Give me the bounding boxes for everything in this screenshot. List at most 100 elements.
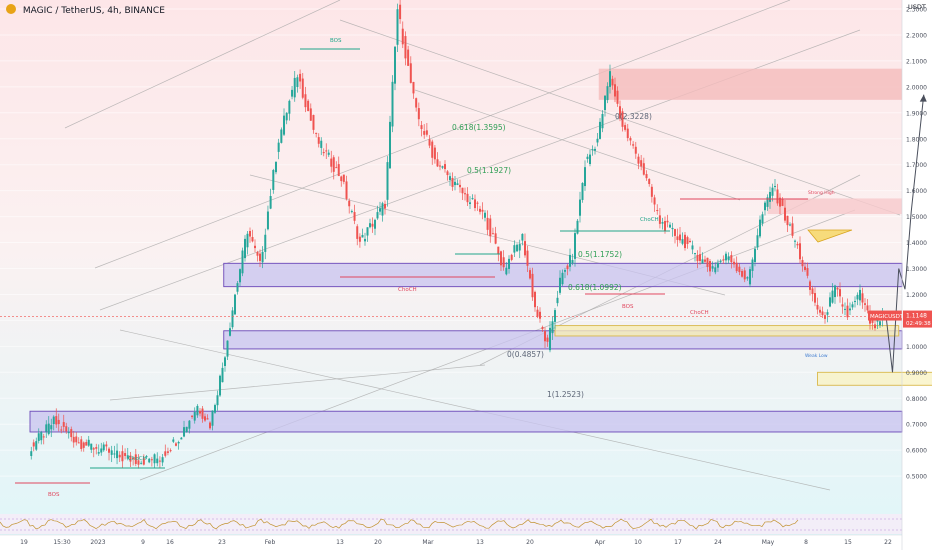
candle-body bbox=[330, 159, 332, 167]
candle-body bbox=[799, 243, 801, 259]
candle-body bbox=[374, 220, 376, 229]
candle-body bbox=[804, 267, 806, 270]
candle-body bbox=[602, 114, 604, 128]
candle-body bbox=[302, 79, 304, 98]
oscillator-pane bbox=[0, 514, 902, 534]
zone-yellow-band[interactable] bbox=[555, 326, 899, 336]
candle-body bbox=[252, 237, 254, 241]
candle-body bbox=[113, 453, 115, 454]
candle-body bbox=[304, 94, 306, 107]
price-tick-label: 1.8000 bbox=[906, 136, 927, 143]
candle-body bbox=[495, 233, 497, 243]
candle-body bbox=[447, 171, 449, 175]
candle-body bbox=[237, 283, 239, 292]
candle-body bbox=[392, 82, 394, 127]
candle-body bbox=[83, 442, 85, 447]
candle-body bbox=[794, 241, 796, 242]
candle-body bbox=[757, 235, 759, 247]
candle-body bbox=[640, 160, 642, 166]
candle-body bbox=[582, 183, 584, 200]
chart-annotation: ChoCH bbox=[690, 310, 709, 316]
candle-body bbox=[280, 130, 282, 143]
candle-body bbox=[714, 267, 716, 272]
candle-body bbox=[684, 235, 686, 248]
candle-body bbox=[859, 290, 861, 300]
candle-body bbox=[296, 77, 298, 87]
candle-body bbox=[343, 175, 345, 182]
candle-body bbox=[402, 29, 404, 45]
time-tick-label: 15:30 bbox=[53, 539, 70, 546]
candle-body bbox=[103, 445, 105, 451]
candle-body bbox=[769, 192, 771, 202]
candle-body bbox=[819, 310, 821, 313]
candle-body bbox=[472, 198, 474, 199]
candle-body bbox=[508, 259, 510, 269]
candle-body bbox=[516, 245, 518, 251]
candle-body bbox=[55, 416, 57, 424]
candle-body bbox=[369, 223, 371, 227]
candle-body bbox=[315, 133, 317, 134]
candle-body bbox=[637, 157, 639, 164]
candle-body bbox=[351, 211, 353, 212]
price-tick-label: 1.2000 bbox=[906, 292, 927, 299]
candle-body bbox=[738, 267, 740, 272]
price-tick-label: 1.6000 bbox=[906, 188, 927, 195]
candle-body bbox=[725, 254, 727, 261]
candle-body bbox=[864, 303, 866, 305]
candle-body bbox=[270, 196, 272, 209]
candle-body bbox=[247, 234, 249, 248]
candle-body bbox=[325, 150, 327, 151]
candle-body bbox=[787, 216, 789, 225]
candle-body bbox=[689, 241, 691, 242]
zone-mid-supply[interactable] bbox=[768, 198, 903, 214]
candle-body bbox=[286, 113, 288, 121]
candle-body bbox=[492, 233, 494, 234]
candle-body bbox=[817, 305, 819, 310]
time-tick-label: 8 bbox=[804, 539, 808, 546]
candle-body bbox=[682, 239, 684, 244]
candle-body bbox=[564, 270, 566, 272]
candle-body bbox=[262, 252, 264, 262]
candle-body bbox=[257, 252, 259, 256]
time-tick-label: May bbox=[762, 539, 775, 546]
candle-body bbox=[43, 436, 45, 437]
candle-body bbox=[167, 451, 169, 453]
candle-body bbox=[709, 261, 711, 271]
candle-body bbox=[310, 108, 312, 120]
candle-body bbox=[802, 260, 804, 266]
candle-body bbox=[717, 263, 719, 268]
candle-body bbox=[356, 226, 358, 239]
time-tick-label: 24 bbox=[714, 539, 722, 546]
candle-body bbox=[497, 247, 499, 255]
candle-body bbox=[746, 277, 748, 278]
candle-body bbox=[722, 260, 724, 261]
candle-body bbox=[524, 241, 526, 255]
time-tick-label: 10 bbox=[634, 539, 642, 546]
candle-body bbox=[527, 251, 529, 266]
candle-body bbox=[407, 50, 409, 66]
candle-body bbox=[421, 125, 423, 129]
candle-body bbox=[50, 425, 52, 429]
candle-body bbox=[500, 251, 502, 265]
candle-body bbox=[842, 304, 844, 306]
candle-body bbox=[589, 155, 591, 164]
candle-body bbox=[664, 221, 666, 231]
price-tick-label: 2.1000 bbox=[906, 58, 927, 65]
zone-purple-bottom[interactable] bbox=[30, 411, 902, 432]
candle-body bbox=[38, 433, 40, 441]
candle-body bbox=[844, 309, 846, 310]
candle-body bbox=[191, 416, 193, 417]
zone-upper-supply[interactable] bbox=[599, 69, 902, 100]
candle-body bbox=[464, 193, 466, 194]
candle-body bbox=[789, 224, 791, 225]
candle-body bbox=[259, 254, 261, 261]
candle-body bbox=[521, 234, 523, 241]
candle-body bbox=[116, 451, 118, 458]
candle-body bbox=[549, 328, 551, 350]
candle-body bbox=[312, 115, 314, 130]
candle-body bbox=[462, 188, 464, 193]
candle-body bbox=[629, 138, 631, 140]
candle-body bbox=[354, 212, 356, 221]
